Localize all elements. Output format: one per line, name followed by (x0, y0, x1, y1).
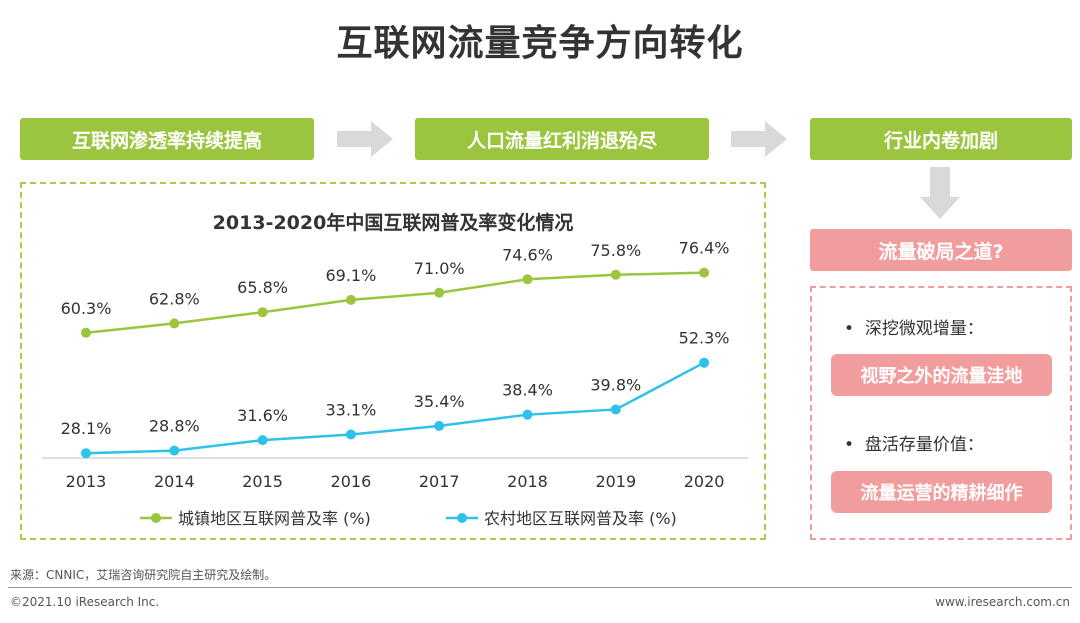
data-label-0: 75.8% (590, 241, 641, 260)
data-label-1: 33.1% (325, 401, 376, 420)
data-point-0 (522, 274, 533, 285)
x-tick-label: 2017 (419, 472, 460, 491)
source-note: 来源：CNNIC，艾瑞咨询研究院自主研究及绘制。 (10, 568, 277, 582)
data-label-0: 69.1% (325, 266, 376, 285)
data-label-1: 28.1% (61, 419, 112, 438)
x-tick-label: 2014 (154, 472, 195, 491)
legend-label-0: 城镇地区互联网普及率 (%) (178, 509, 371, 528)
step-industry-involution: 行业内卷加剧 (810, 118, 1072, 160)
data-label-1: 38.4% (502, 381, 553, 400)
data-point-1 (522, 409, 533, 420)
data-point-0 (434, 287, 445, 298)
page-title: 互联网流量竞争方向转化 (336, 23, 744, 64)
copyright: ©2021.10 iResearch Inc. (10, 595, 160, 609)
series-line-1 (85, 361, 705, 455)
data-point-0 (257, 307, 268, 318)
arrow-down-icon (920, 167, 960, 219)
data-label-1: 39.8% (590, 375, 641, 394)
arrow-right-icon (731, 121, 787, 157)
data-point-1 (610, 404, 621, 415)
x-tick-label: 2015 (242, 472, 283, 491)
x-tick-label: 2020 (684, 472, 725, 491)
bullet-dot-icon: • (844, 319, 865, 339)
pill-traffic-operation: 流量运营的精耕细作 (831, 471, 1052, 513)
breakthrough-heading: 流量破局之道? (810, 229, 1072, 271)
arrow-right-icon (337, 121, 393, 157)
data-label-0: 71.0% (414, 259, 465, 278)
x-tick-label: 2013 (66, 472, 107, 491)
series-line-0 (85, 271, 705, 335)
data-point-1 (434, 420, 445, 431)
data-point-1 (699, 357, 710, 368)
data-point-0 (699, 267, 710, 278)
data-label-1: 31.6% (237, 406, 288, 425)
bullet-stock-value: • 盘活存量价值： (844, 435, 984, 455)
step-traffic-dividend: 人口流量红利消退殆尽 (415, 118, 709, 160)
data-label-0: 62.8% (149, 289, 200, 308)
data-label-0: 60.3% (61, 299, 112, 318)
bullet-dot-icon: • (844, 435, 865, 455)
data-label-1: 35.4% (414, 392, 465, 411)
data-label-1: 28.8% (149, 417, 200, 436)
legend-marker-1 (457, 513, 467, 523)
bullet-micro-increment: • 深挖微观增量： (844, 319, 984, 339)
pill-traffic-lowland: 视野之外的流量洼地 (831, 354, 1052, 396)
data-point-1 (169, 445, 180, 456)
chart-panel (20, 182, 766, 540)
chart-title: 2013-2020年中国互联网普及率变化情况 (212, 212, 574, 234)
data-point-0 (169, 318, 180, 329)
legend-label-1: 农村地区互联网普及率 (%) (484, 509, 677, 528)
x-tick-label: 2018 (507, 472, 548, 491)
data-point-0 (610, 269, 621, 280)
data-point-0 (81, 327, 91, 338)
data-point-0 (345, 294, 356, 305)
data-label-0: 74.6% (502, 245, 553, 264)
data-label-0: 76.4% (679, 239, 730, 258)
data-point-1 (81, 448, 91, 459)
strategy-panel (810, 286, 1072, 540)
x-tick-label: 2016 (331, 472, 372, 491)
legend-marker-0 (151, 513, 161, 523)
data-label-0: 65.8% (237, 278, 288, 297)
data-point-1 (257, 435, 268, 446)
step-internet-penetration: 互联网渗透率持续提高 (20, 118, 314, 160)
x-tick-label: 2019 (595, 472, 636, 491)
footer-divider (8, 587, 1072, 588)
data-label-1: 52.3% (679, 329, 730, 348)
website-link[interactable]: www.iresearch.com.cn (935, 595, 1070, 609)
data-point-1 (345, 429, 356, 440)
